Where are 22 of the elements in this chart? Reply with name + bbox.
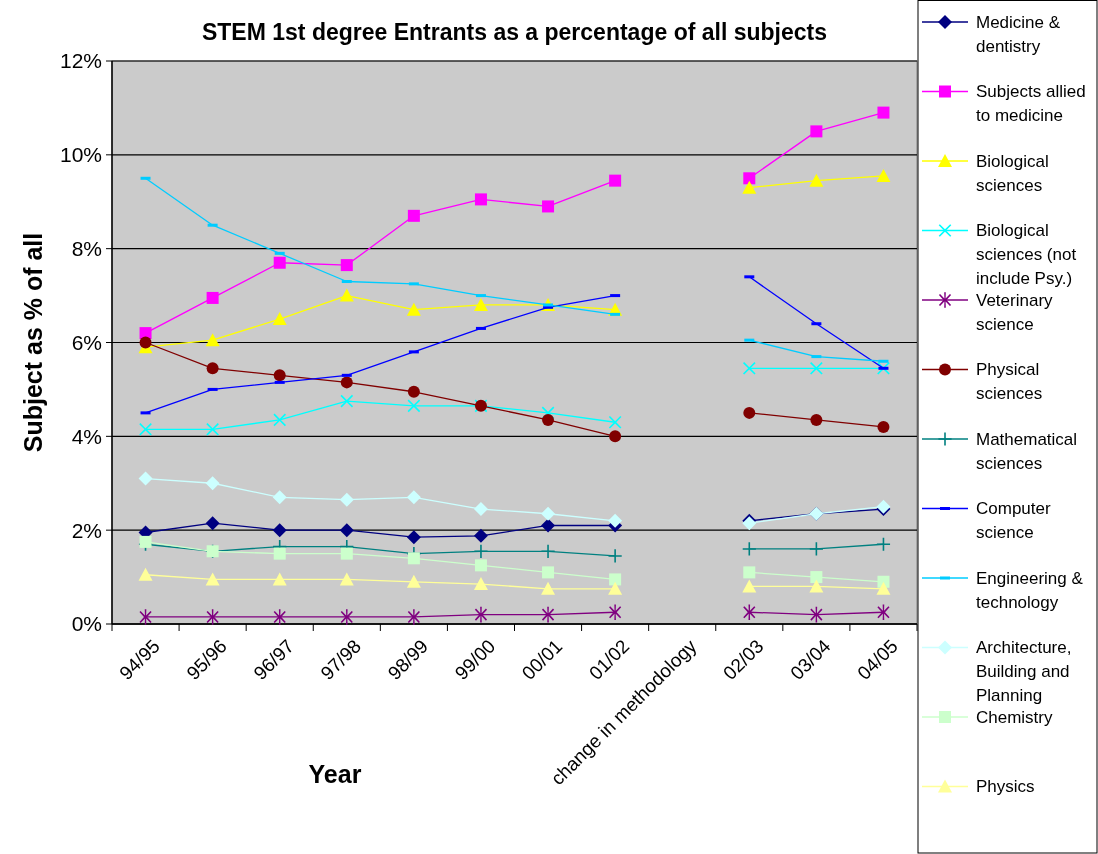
chart-title: STEM 1st degree Entrants as a percentage of all subjects xyxy=(201,19,828,45)
legend-label: Physical sciences xyxy=(976,360,1043,404)
y-tick-label: 10% xyxy=(59,143,102,167)
legend-label: Chemistry xyxy=(976,707,1054,727)
x-axis-title: Year xyxy=(308,760,362,788)
y-axis-title: Subject as % of all xyxy=(19,232,47,453)
legend-label: Veterinary science xyxy=(976,290,1054,334)
legend-label: Biological sciences (not include Psy.) xyxy=(976,221,1077,289)
legend-label: Computer science xyxy=(976,499,1051,543)
legend-label: Biological sciences xyxy=(976,151,1049,195)
legend-label: Engineering & technology xyxy=(976,568,1084,612)
legend-label: Subjects allied to medicine xyxy=(976,82,1086,126)
y-tick-label: 6% xyxy=(71,330,102,354)
legend-label: Mathematical sciences xyxy=(976,429,1078,473)
y-tick-label: 2% xyxy=(71,518,102,542)
legend-label: Medicine & dentistry xyxy=(976,12,1061,56)
y-tick-label: 12% xyxy=(59,49,102,73)
legend-label: Architecture, Building and Planning xyxy=(976,638,1072,706)
y-tick-label: 8% xyxy=(71,237,102,261)
legend-label: Physics xyxy=(976,777,1035,797)
y-tick-label: 0% xyxy=(71,612,102,636)
y-tick-label: 4% xyxy=(71,424,102,448)
